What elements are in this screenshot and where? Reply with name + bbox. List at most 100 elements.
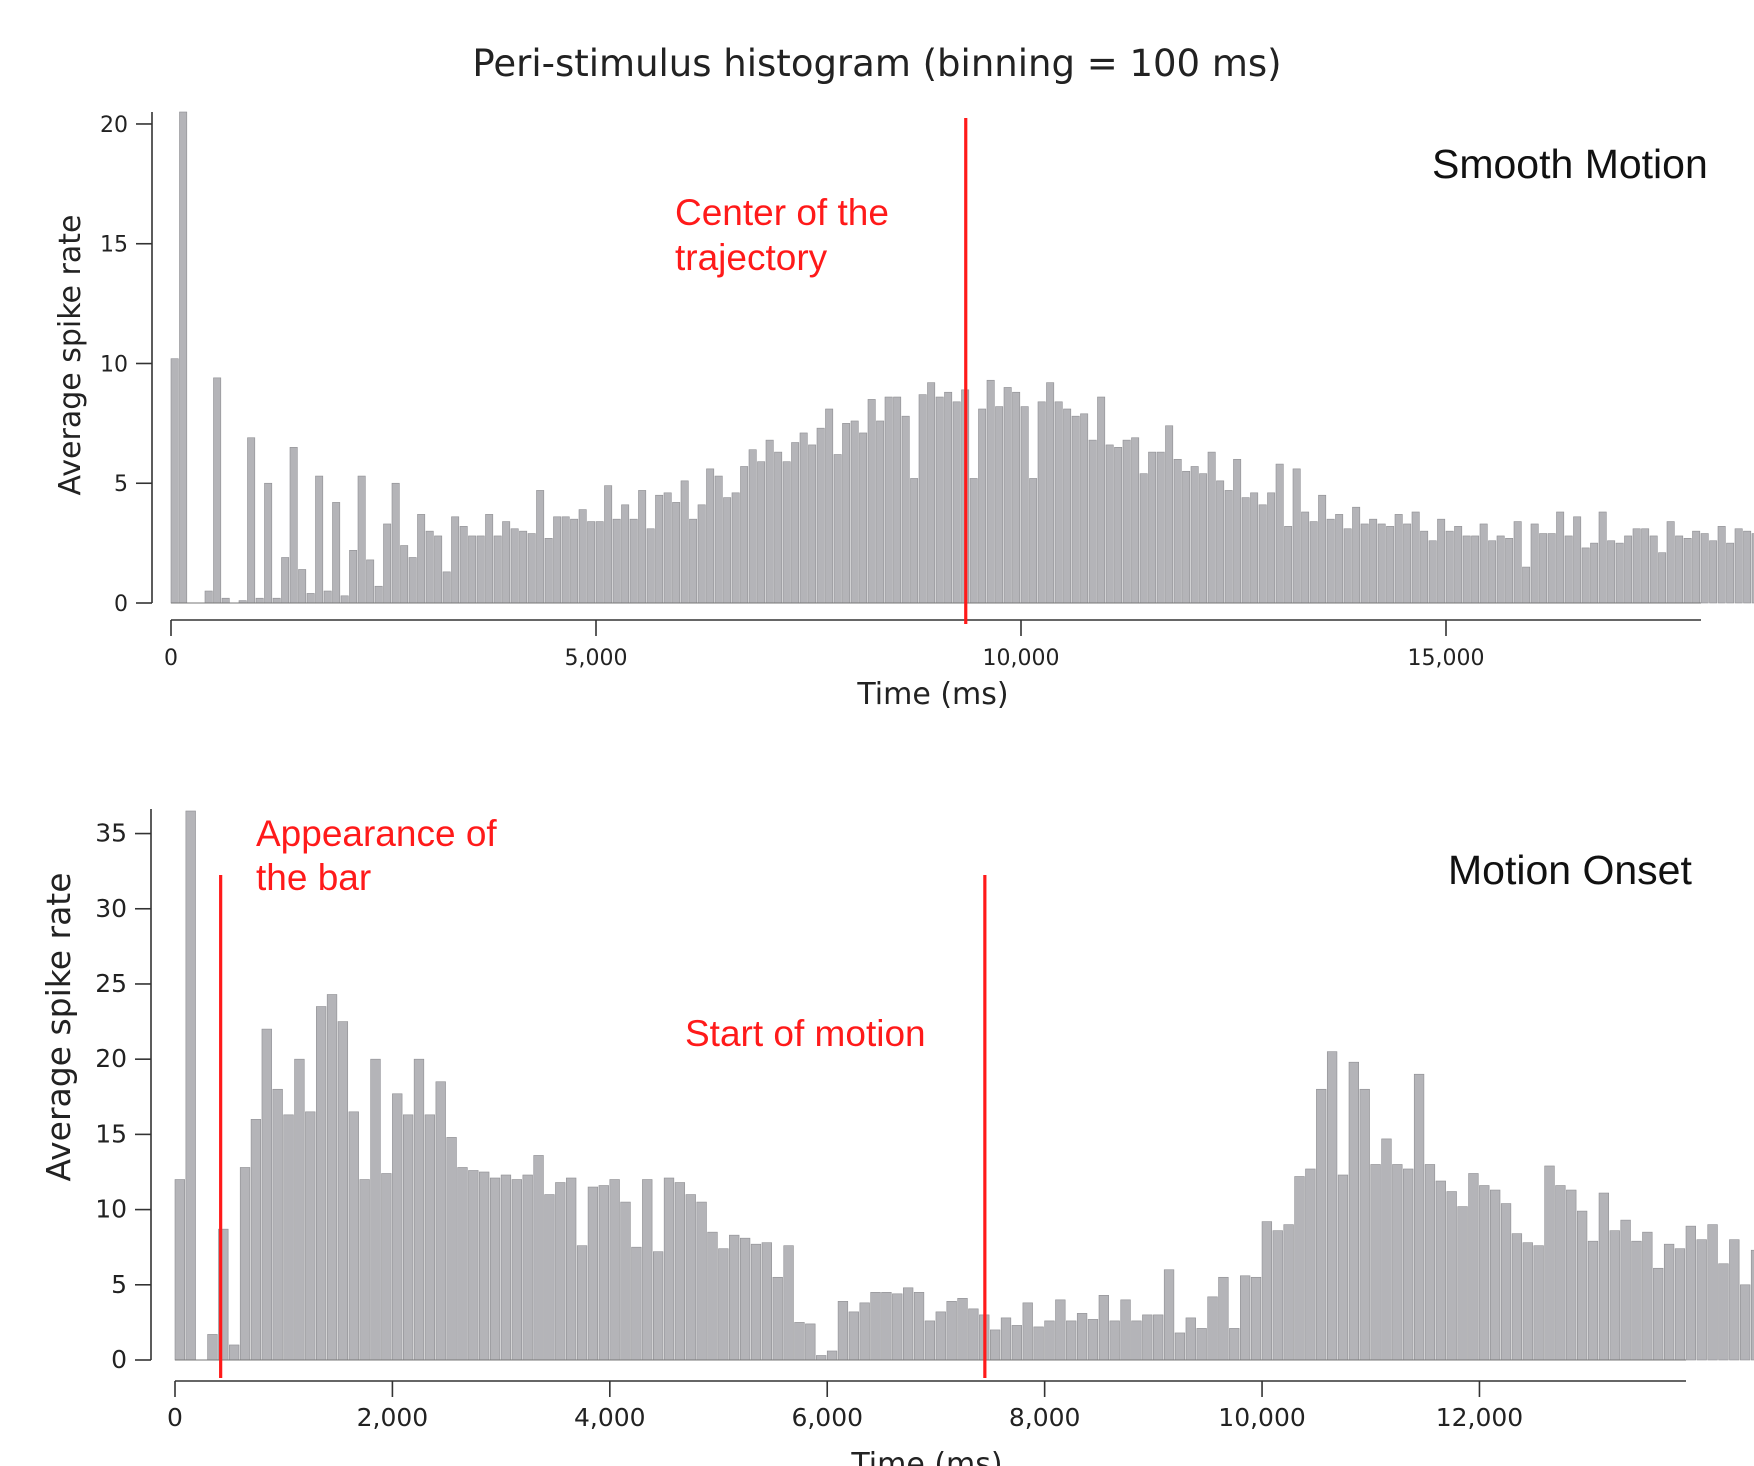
histogram-bar — [1348, 1061, 1359, 1361]
histogram-bar — [381, 1173, 392, 1361]
histogram-bar — [1131, 1320, 1142, 1361]
y-tick-label: 10 — [100, 352, 128, 377]
histogram-bar — [348, 1111, 359, 1361]
histogram-bar — [739, 1237, 751, 1361]
y-tick-label: 25 — [95, 969, 127, 998]
histogram-bar — [392, 1093, 403, 1361]
histogram-bar — [1446, 1191, 1457, 1361]
y-tick-label: 15 — [95, 1119, 127, 1148]
histogram-bar — [1109, 1320, 1120, 1361]
histogram-bar — [1726, 542, 1735, 604]
histogram-bar — [1717, 526, 1726, 604]
markers-group — [219, 875, 987, 1378]
histogram-bar — [489, 1177, 501, 1361]
histogram-bar — [935, 1311, 946, 1361]
histogram-bar — [696, 1201, 707, 1361]
histogram-bar — [1609, 1230, 1620, 1361]
annotation-appearance-line1: Appearance of — [256, 813, 497, 854]
y-axis-label: Average spike rate — [53, 215, 88, 496]
histogram-bar — [435, 1081, 446, 1361]
histogram-bar — [468, 1170, 479, 1361]
y-tick-label: 0 — [111, 1345, 127, 1374]
y-tick-label: 30 — [95, 894, 127, 923]
histogram-bar — [316, 1006, 327, 1361]
histogram-bar — [1696, 1239, 1707, 1361]
histogram-bar — [1066, 1320, 1077, 1361]
histogram-bar — [1337, 1174, 1349, 1361]
histogram-bar — [479, 1171, 490, 1361]
histogram-bar — [1033, 1326, 1044, 1361]
y-tick-label: 10 — [95, 1195, 127, 1224]
histogram-bar — [620, 1201, 631, 1361]
histogram-bar — [881, 1292, 892, 1361]
x-tick-label: 8,000 — [1009, 1403, 1081, 1432]
histogram-bar — [1294, 1176, 1305, 1361]
histogram-bar — [1511, 1233, 1523, 1361]
histogram-bar — [337, 1021, 349, 1361]
histogram-bar — [1229, 1328, 1240, 1361]
y-tick-label: 5 — [114, 472, 128, 497]
histogram-bar — [1598, 1192, 1610, 1361]
histogram-bar — [1555, 1185, 1566, 1361]
histogram-bar — [1479, 1185, 1490, 1361]
bars-group — [174, 810, 1754, 1361]
histogram-bar — [1620, 1219, 1631, 1361]
histogram-bar — [772, 1276, 783, 1361]
histogram-bar — [848, 1311, 859, 1361]
histogram-bar — [359, 1179, 370, 1361]
histogram-bar — [1566, 1189, 1577, 1361]
histogram-bar — [555, 1182, 566, 1361]
annotation-start-of-motion: Start of motion — [685, 1013, 926, 1054]
histogram-bar — [1185, 1317, 1196, 1361]
histogram-bar — [1709, 540, 1718, 604]
histogram-bar — [1174, 1332, 1186, 1361]
histogram-bar — [1283, 1224, 1294, 1361]
histogram-bar — [892, 1293, 903, 1361]
histogram-bar — [718, 1248, 729, 1361]
histogram-bar — [1087, 1319, 1099, 1361]
histogram-bar — [500, 1174, 512, 1361]
histogram-bar — [870, 1292, 881, 1361]
y-tick-label: 0 — [114, 592, 128, 617]
x-axis-label: Time (ms) — [856, 677, 1008, 712]
histogram-bar — [859, 1302, 870, 1361]
x-tick-label: 5,000 — [565, 646, 628, 671]
histogram-bar — [294, 1058, 305, 1361]
x-axis-label: Time (ms) — [850, 1447, 1002, 1466]
x-tick-label: 12,000 — [1436, 1403, 1523, 1432]
histogram-bar — [674, 1182, 686, 1361]
histogram-bar — [1196, 1328, 1207, 1361]
histogram-bar — [1468, 1173, 1479, 1361]
histogram-bar — [1642, 1231, 1653, 1361]
histogram-bar — [968, 1308, 979, 1361]
histogram-bar — [1250, 1276, 1262, 1361]
histogram-bar — [1750, 1249, 1754, 1361]
histogram-bar — [229, 1344, 240, 1361]
histogram-bar — [1490, 1189, 1501, 1361]
x-tick-label: 4,000 — [574, 1403, 646, 1432]
histogram-bar — [1000, 1317, 1012, 1361]
histogram-bar — [1272, 1230, 1283, 1361]
histogram-bar — [283, 1114, 294, 1361]
histogram-bar — [642, 1179, 653, 1361]
histogram-bar — [413, 1058, 425, 1361]
histogram-bar — [1576, 1210, 1588, 1361]
histogram-bar — [544, 1194, 555, 1361]
histogram-bar — [239, 1167, 251, 1361]
histogram-bar — [185, 810, 196, 1361]
histogram-bar — [261, 1028, 272, 1361]
histogram-bar — [511, 1179, 522, 1361]
y-tick-label: 20 — [95, 1044, 127, 1073]
histogram-bar — [1120, 1299, 1131, 1361]
y-tick-label: 5 — [111, 1270, 127, 1299]
histogram-bar — [729, 1234, 740, 1361]
histogram-bar — [576, 1245, 588, 1361]
histogram-bar — [402, 1114, 414, 1361]
histogram-bar — [250, 1119, 262, 1361]
histogram-bar — [305, 1111, 316, 1361]
histogram-bar — [1403, 1168, 1414, 1361]
histogram-bar — [1522, 1242, 1533, 1361]
histogram-bar — [1663, 1243, 1675, 1361]
histogram-bar — [1500, 1203, 1512, 1361]
panel-label-smooth-motion: Smooth Motion — [1432, 141, 1708, 187]
